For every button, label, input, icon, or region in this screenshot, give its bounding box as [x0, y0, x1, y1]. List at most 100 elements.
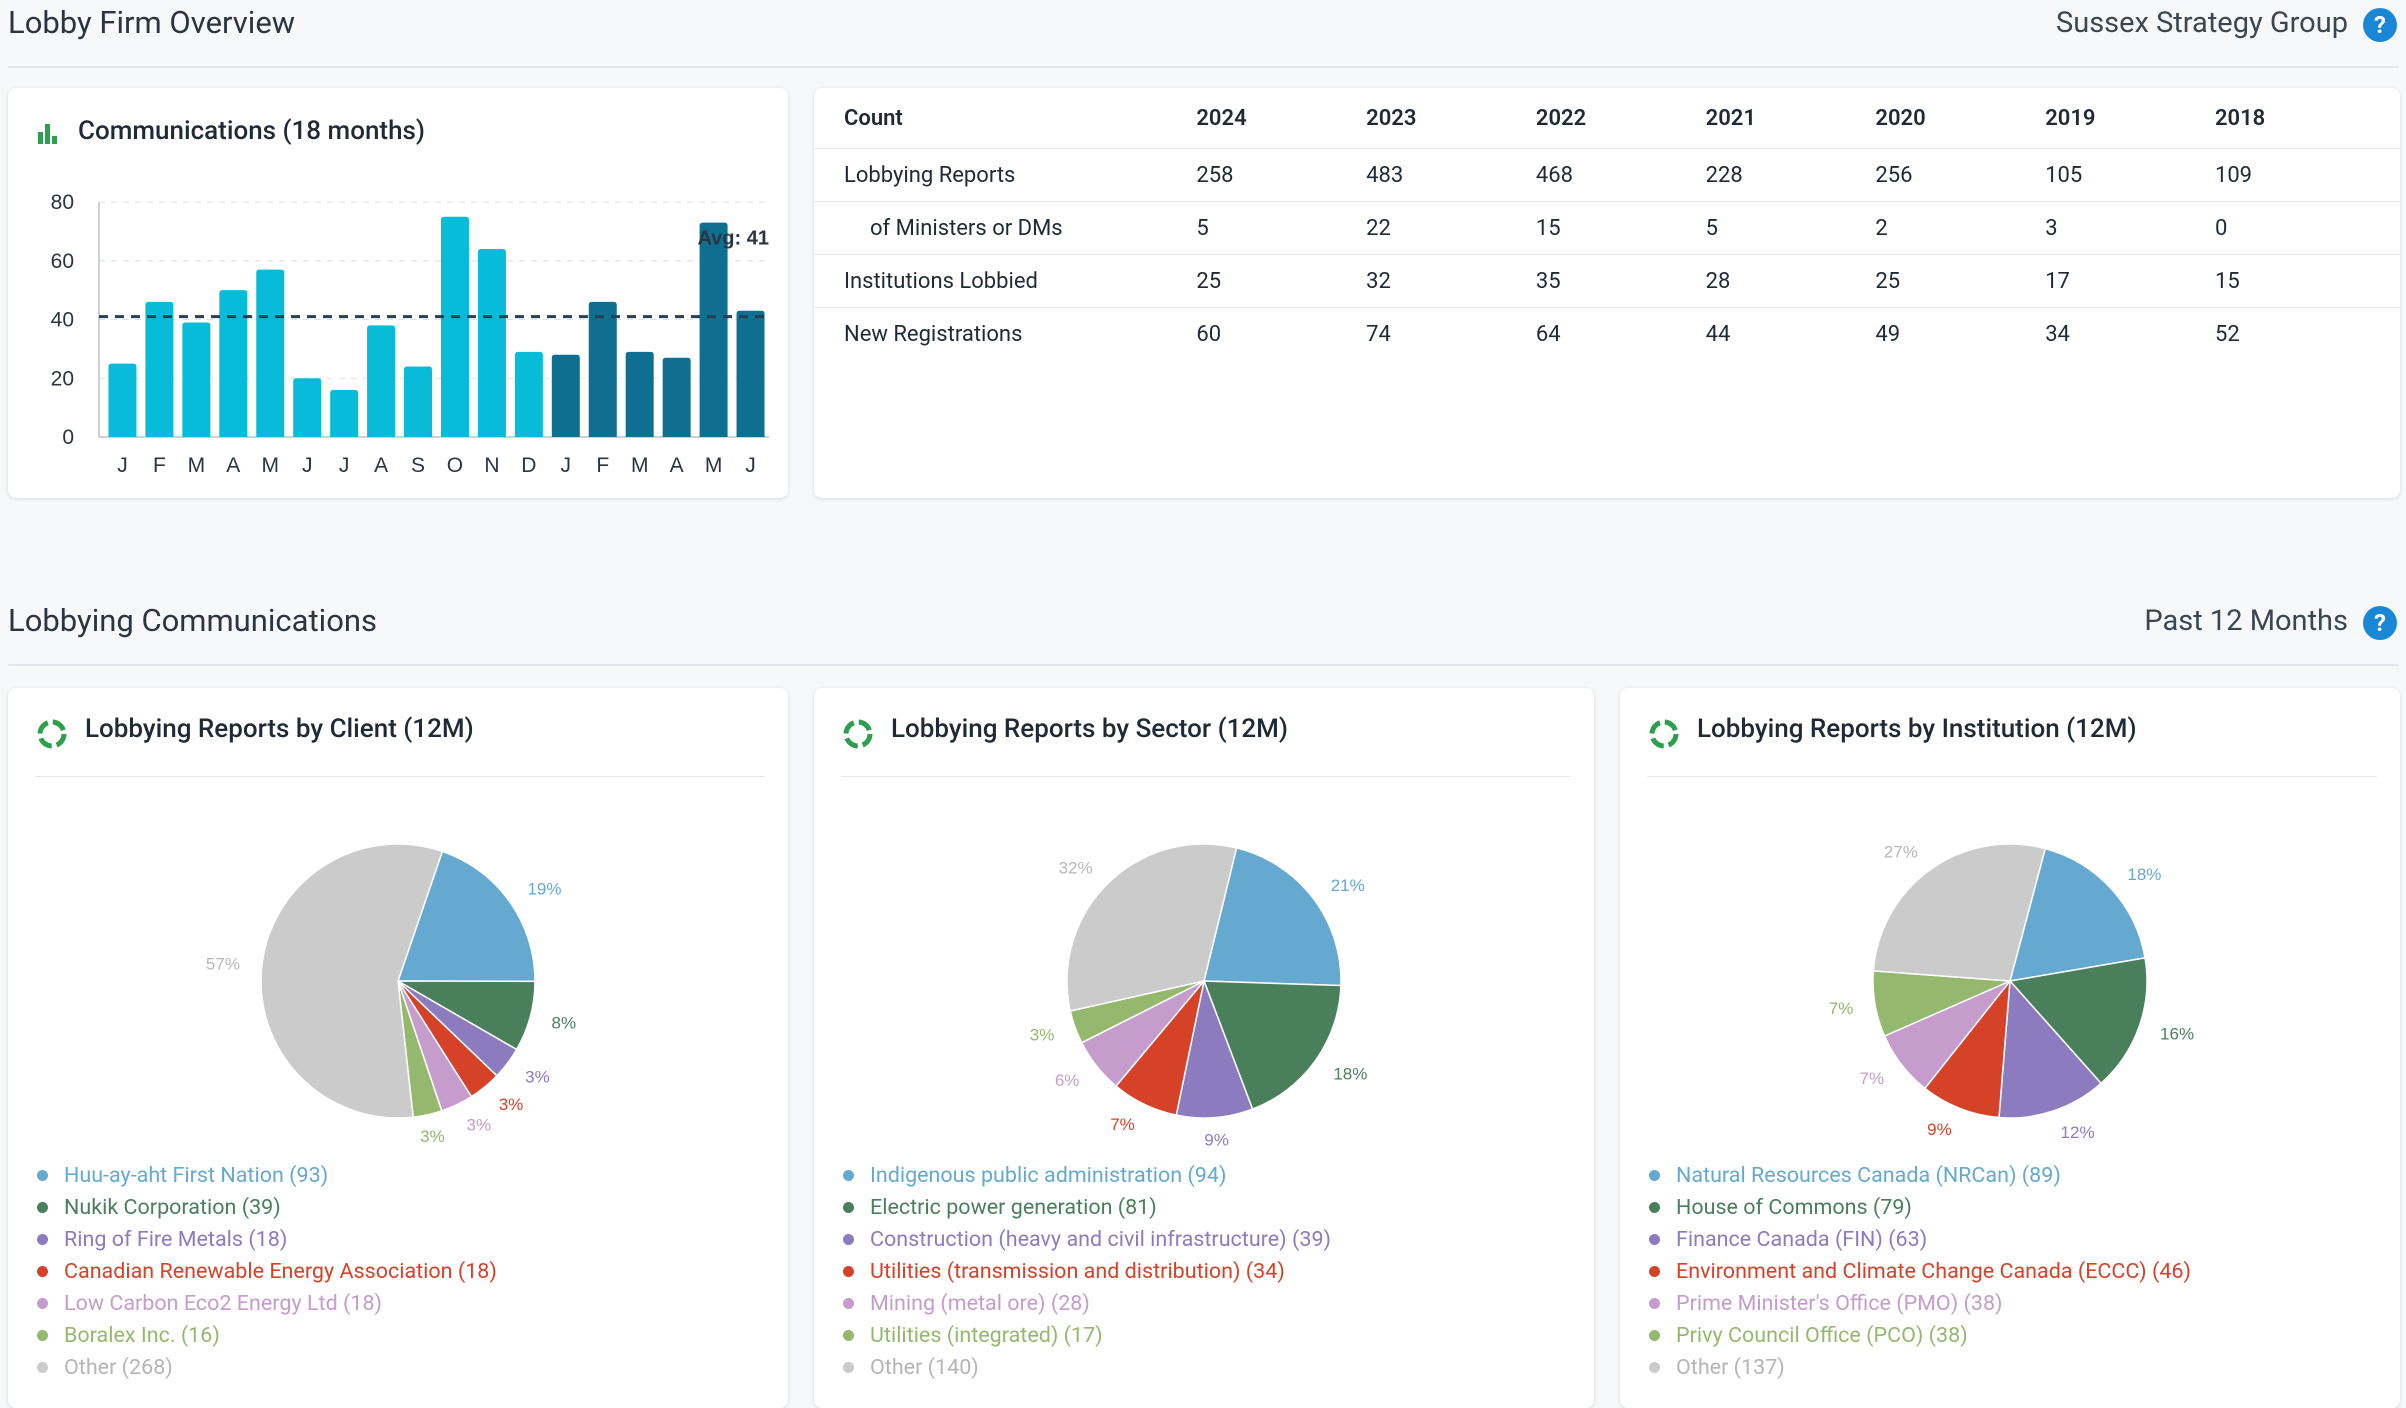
legend-item[interactable]: Privy Council Office (PCO) (38): [1647, 1320, 2191, 1352]
overview-title: Lobby Firm Overview: [8, 4, 296, 41]
pie-slice: [1203, 847, 1342, 987]
table-cell: 258: [1196, 148, 1367, 202]
row-label: Lobbying Reports: [814, 148, 1197, 202]
bar: [293, 378, 322, 437]
legend-item[interactable]: Prime Minister's Office (PMO) (38): [1647, 1288, 2191, 1320]
pie-chart: 21% 18% 9% 7% 6% 3% 32%: [1030, 843, 1367, 1150]
table-cell: 28: [1705, 254, 1876, 308]
legend-item[interactable]: Finance Canada (FIN) (63): [1647, 1224, 2191, 1256]
header-divider: [8, 66, 2398, 68]
table-cell: 5: [1196, 201, 1367, 255]
legend-item[interactable]: Utilities (transmission and distribution…: [841, 1256, 1331, 1288]
legend-item[interactable]: Indigenous public administration (94): [841, 1160, 1331, 1192]
legend-label: Utilities (transmission and distribution…: [870, 1259, 1285, 1284]
legend-label: Construction (heavy and civil infrastruc…: [870, 1227, 1332, 1252]
legend-label: Utilities (integrated) (17): [870, 1323, 1103, 1348]
bar: [440, 216, 469, 437]
bar: [256, 269, 285, 437]
legend-dot-icon: [843, 1329, 854, 1341]
firm-name: Sussex Strategy Group: [2055, 6, 2348, 40]
pie-percent-label: 27%: [1884, 842, 1918, 861]
y-tick-label: 80: [51, 191, 74, 214]
table-cell: 468: [1535, 148, 1706, 202]
legend-label: Indigenous public administration (94): [870, 1163, 1227, 1188]
help-icon[interactable]: ?: [2363, 8, 2397, 42]
table-cell: 49: [1875, 307, 2046, 360]
table-cell: 64: [1535, 307, 1706, 360]
pie-percent-label: 7%: [1110, 1115, 1135, 1134]
pie-slice: [260, 843, 444, 1119]
legend-label: House of Commons (79): [1676, 1195, 1912, 1220]
pie-legend: Huu-ay-aht First Nation (93) Nukik Corpor…: [35, 1160, 497, 1384]
legend-item[interactable]: Construction (heavy and civil infrastruc…: [841, 1224, 1331, 1256]
legend-item[interactable]: Huu-ay-aht First Nation (93): [35, 1160, 497, 1192]
table-cell: 52: [2214, 307, 2400, 360]
table-cell: 34: [2045, 307, 2215, 360]
legend-dot-icon: [1649, 1201, 1660, 1213]
legend-item[interactable]: Other (268): [35, 1352, 497, 1384]
legend-item[interactable]: Other (137): [1647, 1352, 2191, 1384]
x-tick-label: D: [521, 454, 536, 477]
pie-percent-label: 18%: [1333, 1065, 1367, 1084]
bar: [330, 390, 359, 437]
pie-percent-label: 7%: [1860, 1069, 1885, 1088]
x-tick-label: S: [411, 454, 425, 477]
legend-item[interactable]: Natural Resources Canada (NRCan) (89): [1647, 1160, 2191, 1192]
legend-dot-icon: [37, 1201, 48, 1213]
pie-card-title: Lobbying Reports by Institution (12M): [1697, 714, 2137, 744]
legend-item[interactable]: Low Carbon Eco2 Energy Ltd (18): [35, 1288, 497, 1320]
table-cell: 109: [2214, 148, 2400, 202]
bar: [588, 301, 617, 437]
pie-percent-label: 16%: [2160, 1025, 2194, 1044]
bar: [404, 366, 433, 437]
y-tick-label: 0: [62, 426, 74, 449]
pie-slice: [396, 850, 536, 983]
legend-label: Finance Canada (FIN) (63): [1676, 1227, 1928, 1252]
card-divider: [841, 776, 1571, 777]
help-icon[interactable]: ?: [2363, 606, 2397, 640]
bar: [182, 322, 211, 437]
x-tick-label: M: [705, 454, 723, 477]
legend-item[interactable]: Boralex Inc. (16): [35, 1320, 497, 1352]
legend-dot-icon: [843, 1265, 854, 1277]
pie-percent-label: 57%: [206, 955, 240, 974]
legend-item[interactable]: Nukik Corporation (39): [35, 1192, 497, 1224]
pie-percent-label: 21%: [1331, 876, 1365, 895]
legend-item[interactable]: Electric power generation (81): [841, 1192, 1331, 1224]
pie-card: Lobbying Reports by Client (12M) 19% 8% 3% 3…: [8, 688, 788, 1408]
y-tick-label: 60: [51, 250, 74, 273]
legend-dot-icon: [843, 1169, 854, 1181]
table-cell: 2: [1875, 201, 2046, 255]
legend-dot-icon: [37, 1361, 48, 1373]
donut-chart-icon: [843, 719, 873, 749]
legend-item[interactable]: Other (140): [841, 1352, 1331, 1384]
bar: [736, 310, 765, 437]
legend-item[interactable]: Utilities (integrated) (17): [841, 1320, 1331, 1352]
column-header-count: Count: [844, 105, 903, 131]
table-cell: 256: [1875, 148, 2046, 202]
pie-percent-label: 3%: [466, 1115, 491, 1134]
x-tick-label: J: [117, 454, 128, 477]
legend-label: Huu-ay-aht First Nation (93): [64, 1163, 329, 1188]
legend-item[interactable]: Mining (metal ore) (28): [841, 1288, 1331, 1320]
table-cell: 5: [1705, 201, 1876, 255]
table-cell: 35: [1535, 254, 1706, 308]
legend-item[interactable]: Canadian Renewable Energy Association (1…: [35, 1256, 497, 1288]
legend-item[interactable]: House of Commons (79): [1647, 1192, 2191, 1224]
legend-item[interactable]: Environment and Climate Change Canada (E…: [1647, 1256, 2191, 1288]
x-tick-label: A: [670, 454, 684, 477]
pie-percent-label: 3%: [499, 1095, 524, 1114]
bar: [367, 325, 396, 437]
legend-item[interactable]: Ring of Fire Metals (18): [35, 1224, 497, 1256]
legend-dot-icon: [1649, 1361, 1660, 1373]
legend-dot-icon: [37, 1169, 48, 1181]
pie-percent-label: 7%: [1829, 999, 1854, 1018]
pie-slice: [1923, 978, 2011, 1119]
legend-label: Canadian Renewable Energy Association (1…: [64, 1259, 497, 1284]
pie-chart: 18% 16% 12% 9% 7% 7% 27%: [1829, 842, 2194, 1141]
table-cell: 22: [1366, 201, 1536, 255]
legend-label: Other (268): [64, 1355, 173, 1380]
legend-label: Mining (metal ore) (28): [870, 1291, 1090, 1316]
table-cell: 17: [2045, 254, 2215, 308]
